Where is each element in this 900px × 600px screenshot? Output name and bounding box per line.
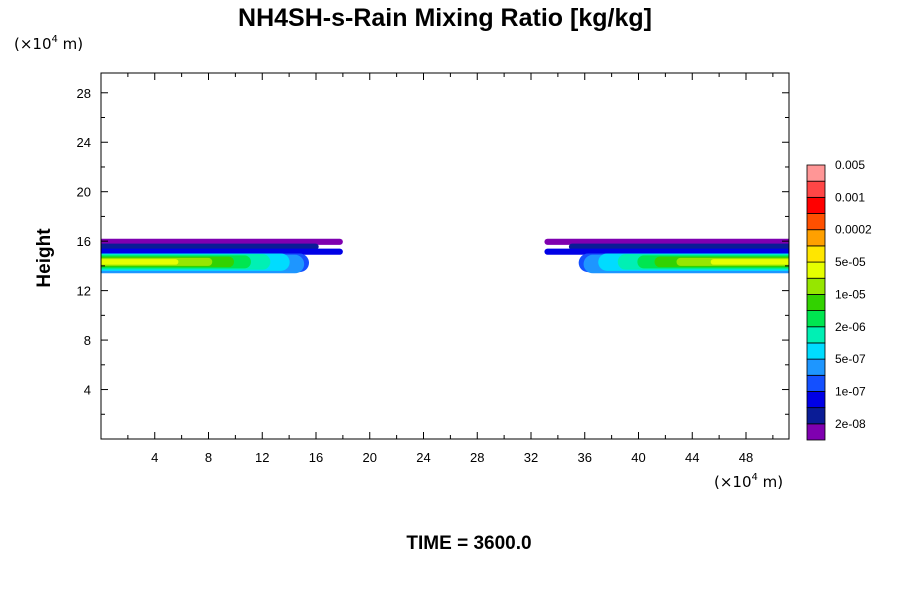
colorbar-label: 1e-07 bbox=[835, 384, 866, 398]
colorbar-label: 0.001 bbox=[835, 190, 865, 204]
colorbar-label: 0.005 bbox=[835, 158, 865, 172]
time-label: TIME = 3600.0 bbox=[406, 533, 531, 554]
contour-fields bbox=[101, 238, 789, 274]
colorbar-swatch bbox=[806, 245, 826, 263]
colorbar-label: 5e-05 bbox=[835, 255, 866, 269]
colorbar-swatch bbox=[806, 294, 826, 311]
x-unit-label: (×104 m) bbox=[714, 472, 783, 491]
y-tick-label: 16 bbox=[77, 234, 91, 249]
colorbar-swatch bbox=[806, 164, 826, 182]
contour-band bbox=[568, 243, 789, 250]
x-tick-label: 24 bbox=[416, 450, 430, 465]
chart-title: NH4SH-s-Rain Mixing Ratio [kg/kg] bbox=[238, 4, 652, 32]
contour-band bbox=[101, 248, 343, 255]
colorbar-swatch bbox=[806, 391, 826, 409]
colorbar-swatch bbox=[806, 277, 826, 295]
x-tick-label: 20 bbox=[363, 450, 377, 465]
contour-band bbox=[101, 238, 343, 245]
contour-band bbox=[544, 248, 789, 255]
y-tick-label: 20 bbox=[77, 185, 91, 200]
x-axis: 4 8 12 16 20 24 28 32 36 40 44 48 bbox=[127, 73, 774, 465]
colorbar-swatch bbox=[806, 374, 826, 392]
x-tick-label: 40 bbox=[631, 450, 645, 465]
colorbar-swatch bbox=[806, 407, 826, 425]
colorbar-swatch bbox=[806, 213, 826, 231]
x-tick-label: 36 bbox=[578, 450, 592, 465]
colorbar-label: 2e-06 bbox=[835, 320, 866, 334]
colorbar-swatch bbox=[806, 310, 826, 328]
x-tick-label: 12 bbox=[255, 450, 269, 465]
x-tick-label: 16 bbox=[309, 450, 323, 465]
colorbar-swatch bbox=[806, 342, 826, 360]
colorbar-swatch bbox=[806, 423, 826, 441]
y-tick-label: 28 bbox=[77, 86, 91, 101]
colorbar-swatch bbox=[806, 229, 826, 247]
contour-band bbox=[544, 238, 789, 245]
x-tick-label: 8 bbox=[205, 450, 212, 465]
contour-band bbox=[101, 259, 179, 265]
y-tick-label: 4 bbox=[84, 383, 91, 398]
x-tick-label: 48 bbox=[739, 450, 753, 465]
y-axis-label: Height bbox=[34, 228, 55, 288]
colorbar-swatch bbox=[806, 326, 826, 344]
y-axis: 4 8 12 16 20 24 28 bbox=[77, 86, 789, 415]
colorbar: 2e-08 1e-07 5e-07 2e-06 1e-05 5e-05 0.0002 0.00… bbox=[806, 158, 872, 441]
y-unit-label: (×104 m) bbox=[14, 34, 83, 53]
y-tick-label: 12 bbox=[77, 284, 91, 299]
colorbar-swatch bbox=[806, 358, 826, 376]
contour-band bbox=[101, 243, 319, 250]
x-tick-label: 4 bbox=[151, 450, 158, 465]
colorbar-label: 1e-05 bbox=[835, 287, 866, 301]
colorbar-label: 5e-07 bbox=[835, 352, 866, 366]
y-tick-label: 8 bbox=[84, 333, 91, 348]
colorbar-swatch bbox=[806, 180, 826, 198]
x-tick-label: 28 bbox=[470, 450, 484, 465]
y-tick-label: 24 bbox=[77, 135, 91, 150]
contour-band bbox=[710, 259, 789, 265]
colorbar-swatch bbox=[806, 196, 826, 214]
x-tick-label: 32 bbox=[524, 450, 538, 465]
colorbar-swatch bbox=[806, 261, 826, 279]
colorbar-label: 2e-08 bbox=[835, 417, 866, 431]
plot-frame bbox=[100, 72, 790, 440]
x-tick-label: 44 bbox=[685, 450, 699, 465]
colorbar-label: 0.0002 bbox=[835, 223, 872, 237]
